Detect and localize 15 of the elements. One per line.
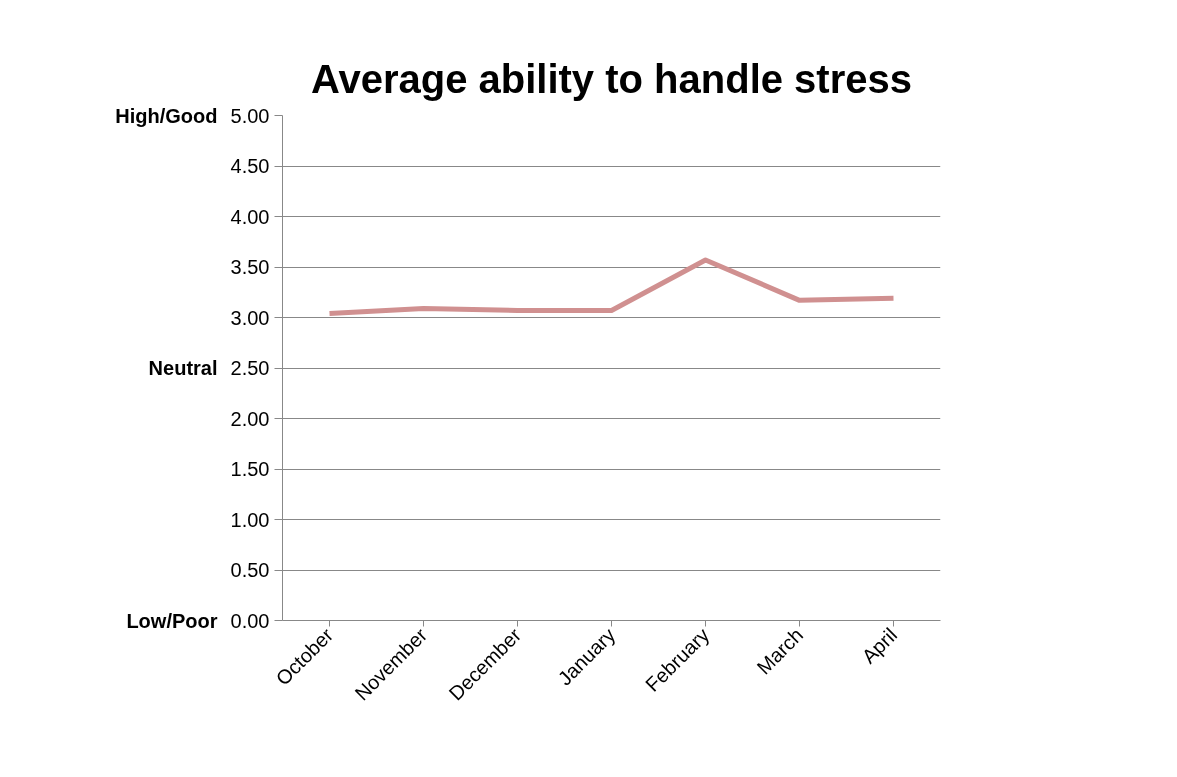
y-tick-label: 3.50 [230,256,270,278]
text: Neutral [148,357,218,379]
y-tick-label: 2.00 [230,407,270,430]
text: High/Good [115,104,218,127]
y-tick-label: 4.00 [230,205,270,228]
text: Low/Poor [126,609,218,632]
y-tick-label: 1.50 [230,458,270,480]
y-tick-label: 3.00 [230,306,270,329]
chart-title: Average ability to handle stress [311,56,912,101]
y-tick-label: 1.00 [230,508,270,531]
y-tick-label: 2.50 [230,357,270,379]
y-tick-label: 5.00 [230,104,270,127]
y-tick-label: 0.00 [230,609,270,632]
y-tick-label: 0.50 [230,559,270,581]
y-tick-label: 4.50 [230,155,270,177]
